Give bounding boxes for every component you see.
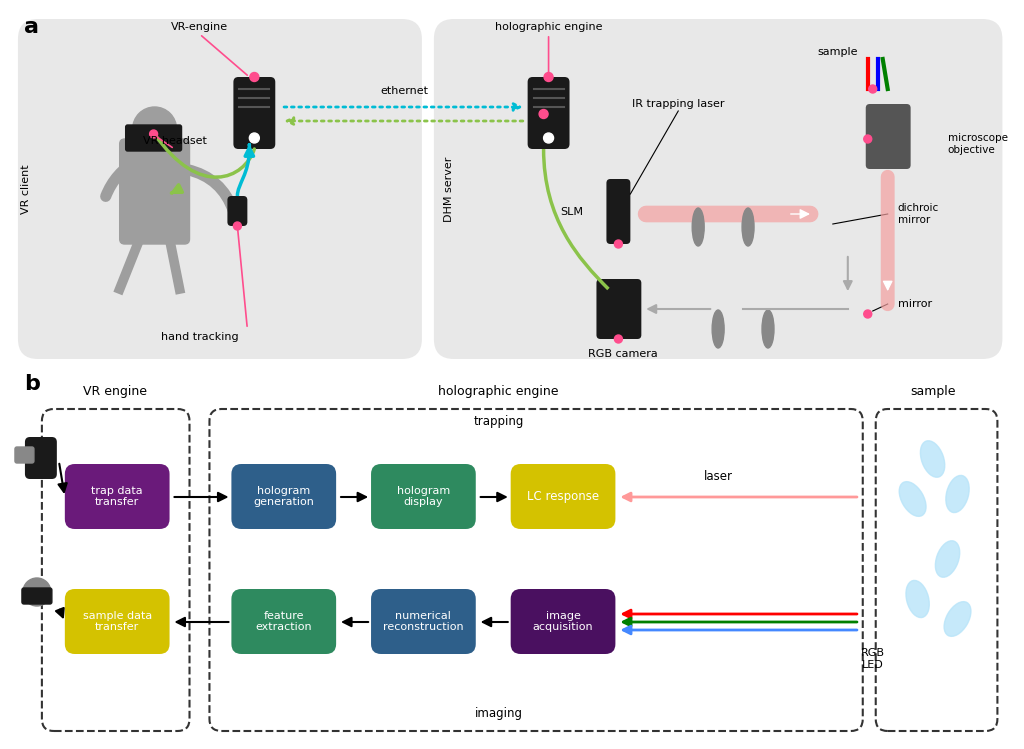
Text: sample data
transfer: sample data transfer xyxy=(83,610,152,632)
Text: trapping: trapping xyxy=(473,414,524,428)
FancyBboxPatch shape xyxy=(126,125,181,151)
FancyBboxPatch shape xyxy=(527,77,569,149)
FancyBboxPatch shape xyxy=(227,196,248,226)
Circle shape xyxy=(614,335,623,343)
Text: VR headset: VR headset xyxy=(142,136,207,146)
Text: VR engine: VR engine xyxy=(83,384,146,398)
Text: ethernet: ethernet xyxy=(380,86,428,96)
FancyBboxPatch shape xyxy=(22,588,52,604)
Text: trap data
transfer: trap data transfer xyxy=(91,485,143,507)
Text: VR-engine: VR-engine xyxy=(171,22,228,32)
Circle shape xyxy=(23,578,51,606)
Ellipse shape xyxy=(935,541,959,577)
FancyBboxPatch shape xyxy=(120,139,189,244)
FancyBboxPatch shape xyxy=(865,104,910,169)
Ellipse shape xyxy=(742,208,754,246)
Ellipse shape xyxy=(692,208,705,246)
Text: image
acquisition: image acquisition xyxy=(532,610,593,632)
Text: LC response: LC response xyxy=(527,490,599,503)
Text: sample: sample xyxy=(817,47,858,57)
FancyBboxPatch shape xyxy=(231,589,336,654)
Text: a: a xyxy=(25,17,39,37)
FancyBboxPatch shape xyxy=(371,589,476,654)
Text: VR client: VR client xyxy=(20,164,31,213)
FancyBboxPatch shape xyxy=(65,464,170,529)
Ellipse shape xyxy=(944,601,971,637)
Ellipse shape xyxy=(899,482,926,516)
Text: IR trapping laser: IR trapping laser xyxy=(632,99,725,109)
Ellipse shape xyxy=(906,580,930,618)
Text: dichroic
mirror: dichroic mirror xyxy=(898,203,939,225)
FancyBboxPatch shape xyxy=(596,279,641,339)
Circle shape xyxy=(539,109,548,118)
Circle shape xyxy=(544,73,553,82)
Ellipse shape xyxy=(762,310,774,348)
Text: mirror: mirror xyxy=(898,299,932,309)
Circle shape xyxy=(864,135,871,143)
FancyBboxPatch shape xyxy=(65,589,170,654)
Text: RGB camera: RGB camera xyxy=(589,349,658,359)
Circle shape xyxy=(150,130,158,138)
FancyBboxPatch shape xyxy=(233,77,275,149)
Text: numerical
reconstruction: numerical reconstruction xyxy=(383,610,464,632)
FancyBboxPatch shape xyxy=(231,464,336,529)
Circle shape xyxy=(233,222,242,230)
FancyBboxPatch shape xyxy=(434,19,1002,359)
FancyBboxPatch shape xyxy=(18,19,422,359)
Text: holographic engine: holographic engine xyxy=(438,384,559,398)
Circle shape xyxy=(133,107,176,151)
FancyBboxPatch shape xyxy=(511,589,615,654)
Ellipse shape xyxy=(946,476,969,512)
Text: feature
extraction: feature extraction xyxy=(255,610,312,632)
Text: hologram
display: hologram display xyxy=(396,485,450,507)
Text: hand tracking: hand tracking xyxy=(161,332,239,342)
Text: hologram
generation: hologram generation xyxy=(253,485,314,507)
FancyBboxPatch shape xyxy=(25,437,57,479)
Text: RGB
LED: RGB LED xyxy=(861,648,885,670)
Circle shape xyxy=(250,133,259,143)
Text: sample: sample xyxy=(910,384,955,398)
Ellipse shape xyxy=(921,440,945,477)
Circle shape xyxy=(868,85,877,93)
Text: microscope
objective: microscope objective xyxy=(947,133,1008,155)
Circle shape xyxy=(250,73,259,82)
Text: SLM: SLM xyxy=(560,207,584,217)
Text: holographic engine: holographic engine xyxy=(495,22,602,32)
Text: imaging: imaging xyxy=(475,708,522,721)
Text: laser: laser xyxy=(703,470,732,484)
FancyBboxPatch shape xyxy=(606,179,631,244)
Ellipse shape xyxy=(712,310,724,348)
Text: b: b xyxy=(24,374,40,394)
Circle shape xyxy=(614,240,623,248)
Circle shape xyxy=(864,310,871,318)
FancyBboxPatch shape xyxy=(511,464,615,529)
FancyBboxPatch shape xyxy=(371,464,476,529)
Text: DHM server: DHM server xyxy=(443,157,454,222)
Circle shape xyxy=(544,133,554,143)
FancyBboxPatch shape xyxy=(15,447,34,463)
